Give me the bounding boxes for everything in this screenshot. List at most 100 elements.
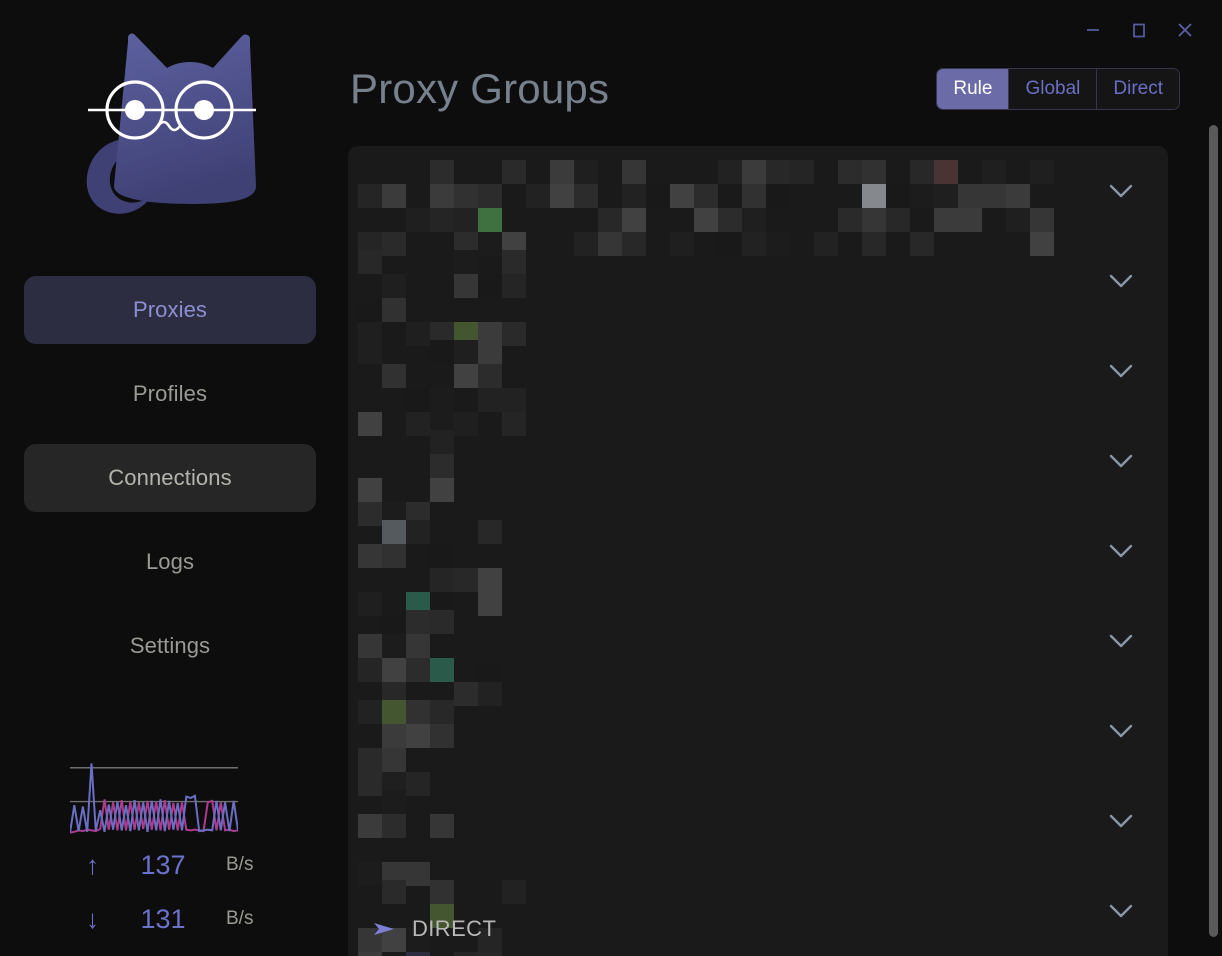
mosaic-block [358, 772, 382, 796]
mosaic-block [502, 274, 526, 298]
mosaic-block [622, 208, 646, 232]
close-icon [1178, 23, 1192, 37]
mosaic-block [478, 592, 502, 616]
sidebar-item-label: Logs [145, 549, 195, 574]
mosaic-block [574, 160, 598, 184]
mosaic-block [406, 772, 430, 796]
sidebar-nav: Proxies Profiles Connections Logs Settin… [0, 276, 340, 680]
mode-button-direct[interactable]: Direct [1097, 69, 1179, 109]
mosaic-block [430, 880, 454, 904]
mosaic-block [358, 814, 382, 838]
header-row: Proxy Groups Rule Global Direct [350, 56, 1180, 122]
chevron-down-icon[interactable] [1108, 183, 1134, 199]
minimize-button[interactable] [1070, 8, 1116, 52]
vertical-scrollbar[interactable] [1208, 120, 1218, 946]
direct-entry[interactable]: DIRECT [372, 912, 496, 946]
mosaic-block [982, 184, 1006, 208]
upload-unit: B/s [226, 854, 254, 875]
mosaic-block [406, 928, 430, 952]
chevron-down-icon[interactable] [1108, 363, 1134, 379]
mosaic-block [622, 184, 646, 208]
mosaic-block [598, 208, 622, 232]
mosaic-block [646, 184, 670, 208]
mosaic-block [382, 748, 406, 772]
proxy-group-row[interactable] [348, 866, 1168, 956]
mosaic-block [382, 364, 406, 388]
mosaic-block [718, 208, 742, 232]
mosaic-block [982, 160, 1006, 184]
download-stat-row: ↓ 131 B/s [24, 892, 316, 946]
proxy-group-row[interactable] [348, 146, 1168, 256]
proxy-group-row[interactable] [348, 686, 1168, 796]
download-value: 131 [140, 903, 186, 934]
mosaic-block [358, 250, 382, 274]
mosaic-block [406, 520, 430, 544]
chevron-down-icon[interactable] [1108, 633, 1134, 649]
proxy-group-list: DIRECT [348, 146, 1168, 956]
chevron-down-icon[interactable] [1108, 453, 1134, 469]
mosaic-block [382, 274, 406, 298]
mosaic-block [382, 814, 406, 838]
maximize-icon [1133, 23, 1145, 38]
mosaic-block [382, 544, 406, 568]
mosaic-block [766, 160, 790, 184]
mosaic-block [502, 322, 526, 346]
mosaic-block [454, 412, 478, 436]
mosaic-block [430, 184, 454, 208]
mosaic-block [550, 160, 574, 184]
mosaic-block [502, 160, 526, 184]
mode-button-global[interactable]: Global [1009, 69, 1098, 109]
chevron-down-icon[interactable] [1108, 543, 1134, 559]
mosaic-block [406, 634, 430, 658]
mosaic-block [502, 250, 526, 274]
sidebar-item-proxies[interactable]: Proxies [24, 276, 316, 344]
mosaic-block [382, 520, 406, 544]
mosaic-block [454, 274, 478, 298]
proxy-group-row[interactable] [348, 506, 1168, 616]
maximize-button[interactable] [1116, 8, 1162, 52]
mosaic-block [382, 184, 406, 208]
mosaic-block [502, 880, 526, 904]
mosaic-block [382, 610, 406, 634]
sidebar-item-settings[interactable]: Settings [24, 612, 316, 680]
mode-button-rule[interactable]: Rule [937, 69, 1010, 109]
mosaic-block [1006, 208, 1030, 232]
mosaic-block [406, 610, 430, 634]
mosaic-block [406, 658, 430, 682]
mosaic-block [934, 160, 958, 184]
sidebar-item-label: Connections [108, 465, 232, 490]
mosaic-block [406, 322, 430, 346]
mosaic-block [478, 274, 502, 298]
mosaic-block [478, 682, 502, 706]
mosaic-block [622, 160, 646, 184]
mosaic-block [478, 568, 502, 592]
mosaic-block [694, 208, 718, 232]
sidebar-item-label: Settings [129, 633, 211, 658]
chevron-down-icon[interactable] [1108, 723, 1134, 739]
proxy-group-row[interactable] [348, 236, 1168, 346]
proxy-group-row[interactable] [348, 596, 1168, 706]
mosaic-block [862, 208, 886, 232]
upload-stat-row: ↑ 137 B/s [24, 838, 316, 892]
chevron-down-icon[interactable] [1108, 273, 1134, 289]
mosaic-block [358, 412, 382, 436]
chevron-down-icon[interactable] [1108, 813, 1134, 829]
scrollbar-thumb[interactable] [1209, 125, 1218, 937]
sidebar-item-connections[interactable]: Connections [24, 444, 316, 512]
mosaic-block [958, 184, 982, 208]
proxy-group-row[interactable] [348, 416, 1168, 526]
proxy-group-row[interactable] [348, 326, 1168, 436]
proxy-group-row[interactable] [348, 776, 1168, 886]
mosaic-block [622, 232, 646, 256]
mosaic-block [430, 700, 454, 724]
clash-cat-logo-icon [86, 33, 256, 214]
mosaic-block [406, 388, 430, 412]
mosaic-block [406, 700, 430, 724]
chevron-down-icon[interactable] [1108, 903, 1134, 919]
close-button[interactable] [1162, 8, 1208, 52]
sidebar-item-profiles[interactable]: Profiles [24, 360, 316, 428]
sidebar-item-logs[interactable]: Logs [24, 528, 316, 596]
mosaic-block [478, 184, 502, 208]
mosaic-block [862, 184, 886, 208]
traffic-sparkline [70, 756, 238, 838]
